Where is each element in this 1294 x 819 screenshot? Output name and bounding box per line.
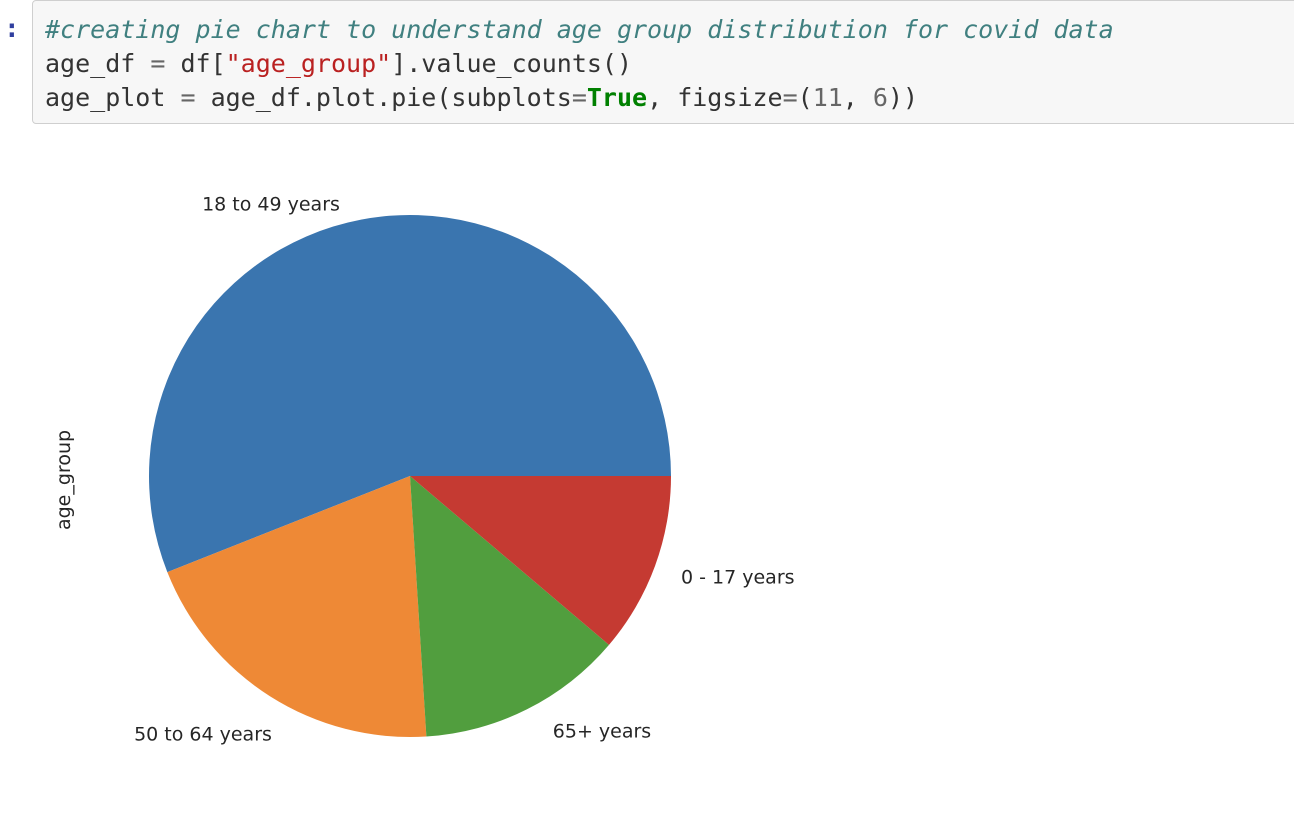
pie-chart: age_group 18 to 49 years 50 to 64 years 65… <box>53 194 795 746</box>
code-line-3: age_plot = age_df.plot.pie(subplots=True… <box>45 81 1294 115</box>
pie-label: 50 to 64 years <box>134 724 272 746</box>
code-token: , figsize <box>647 83 783 112</box>
code-token: age_df <box>45 49 136 78</box>
code-keyword: True <box>586 83 648 112</box>
code-token: = <box>135 49 181 78</box>
code-token: = <box>571 83 587 112</box>
code-number: 6 <box>872 83 888 112</box>
pie-label: 18 to 49 years <box>202 194 340 216</box>
cell-output: age_group 18 to 49 years 50 to 64 years 65… <box>0 150 1294 815</box>
code-cell-input[interactable]: #creating pie chart to understand age gr… <box>32 0 1294 124</box>
code-token: = <box>782 83 798 112</box>
pie-slice-65-years <box>410 476 609 737</box>
code-comment: #creating pie chart to understand age gr… <box>45 15 1114 44</box>
code-line-1: #creating pie chart to understand age gr… <box>45 13 1294 47</box>
pie-slice-0-17-years <box>410 476 671 645</box>
y-axis-label: age_group <box>53 430 75 530</box>
code-number: 11 <box>812 83 843 112</box>
code-token: = <box>165 83 211 112</box>
code-line-2: age_df = df["age_group"].value_counts() <box>45 47 1294 81</box>
pie-label: 0 - 17 years <box>681 567 795 589</box>
pie-slice-18-to-49-years <box>148 215 671 573</box>
code-token: age_plot <box>45 83 166 112</box>
pie-label: 65+ years <box>553 721 651 743</box>
code-token: )) <box>887 83 919 112</box>
code-token: , <box>842 83 873 112</box>
code-token: df[ <box>180 49 226 78</box>
cell-prompt: : <box>4 14 20 44</box>
code-token: ( <box>797 83 813 112</box>
code-token: ].value_counts() <box>391 49 633 78</box>
code-token: age_df.plot.pie(subplots <box>210 83 572 112</box>
code-string: "age_group" <box>225 49 392 78</box>
pie-slice-50-to-64-years <box>167 476 427 737</box>
